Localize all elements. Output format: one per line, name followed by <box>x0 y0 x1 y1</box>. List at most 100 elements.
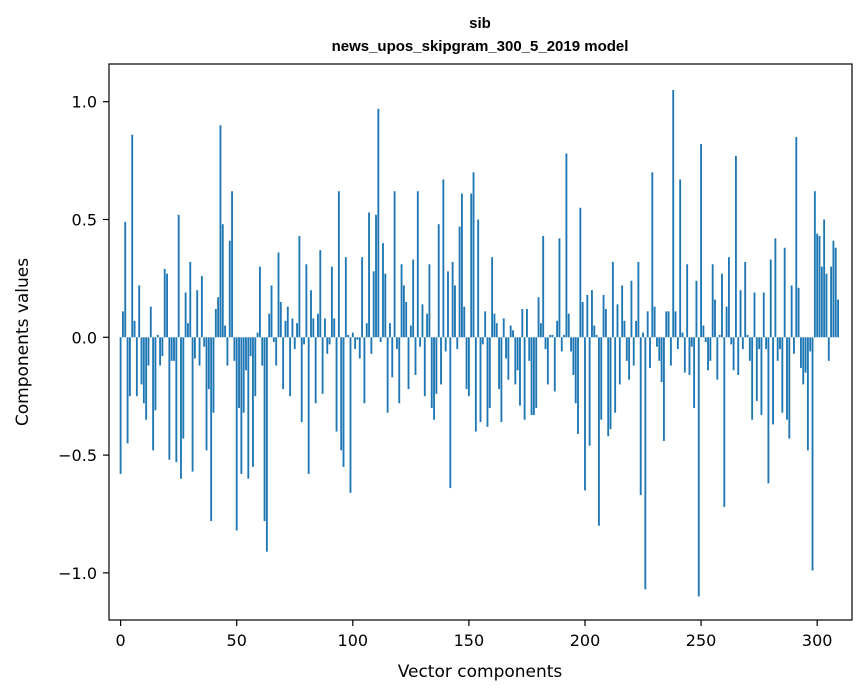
plot-frame <box>108 63 853 621</box>
bar-32 <box>193 337 196 359</box>
bar-221 <box>632 337 635 366</box>
bar-113 <box>382 243 384 338</box>
bar-173 <box>521 309 524 338</box>
bar-272 <box>751 337 754 420</box>
bar-119 <box>395 337 398 350</box>
bar-114 <box>384 273 387 338</box>
bar-295 <box>804 337 807 373</box>
bar-112 <box>379 337 382 342</box>
bar-47 <box>228 240 231 338</box>
bar-78 <box>300 337 303 423</box>
bar-241 <box>679 179 682 338</box>
bar-184 <box>546 337 549 385</box>
bar-302 <box>820 266 823 338</box>
bar-123 <box>405 301 408 338</box>
bar-6 <box>133 320 136 338</box>
bar-205 <box>595 334 598 338</box>
bar-309 <box>837 299 839 338</box>
bar-89 <box>326 337 329 354</box>
bar-93 <box>335 337 338 432</box>
bar-273 <box>753 292 756 338</box>
bar-156 <box>481 337 484 345</box>
bar-140 <box>444 337 447 352</box>
bar-50 <box>235 337 238 531</box>
bar-152 <box>472 172 475 338</box>
bar-115 <box>386 337 389 413</box>
bar-82 <box>310 290 312 338</box>
bar-238 <box>672 89 675 338</box>
bar-43 <box>219 125 222 338</box>
bar-76 <box>296 323 298 338</box>
bar-251 <box>702 325 705 338</box>
bar-116 <box>389 323 391 338</box>
bar-148 <box>463 306 466 338</box>
bar-211 <box>609 337 612 430</box>
bar-242 <box>681 332 684 338</box>
bar-9 <box>140 337 143 385</box>
bar-162 <box>495 323 498 338</box>
bar-128 <box>416 191 419 338</box>
bar-194 <box>570 337 572 352</box>
bar-208 <box>602 294 605 338</box>
bar-129 <box>419 337 422 347</box>
bar-23 <box>173 337 175 361</box>
bar-163 <box>498 337 501 390</box>
bar-212 <box>611 261 614 338</box>
x-tick-label: 100 <box>338 631 369 650</box>
bar-306 <box>830 266 833 338</box>
bar-111 <box>377 108 380 338</box>
bar-299 <box>813 191 816 338</box>
bar-196 <box>574 337 577 404</box>
bar-133 <box>428 264 431 338</box>
bar-275 <box>758 337 761 350</box>
bar-177 <box>530 337 533 416</box>
bar-118 <box>393 191 396 338</box>
bar-270 <box>746 334 749 338</box>
bar-230 <box>653 306 656 338</box>
bar-94 <box>337 191 340 338</box>
bar-245 <box>688 337 691 375</box>
bar-125 <box>409 325 412 338</box>
bar-18 <box>161 337 164 357</box>
bar-62 <box>263 337 266 522</box>
bar-107 <box>368 212 370 338</box>
bar-66 <box>272 337 275 342</box>
bar-278 <box>765 337 768 350</box>
bar-168 <box>509 325 512 338</box>
bar-90 <box>328 337 331 345</box>
bar-56 <box>249 337 252 357</box>
bar-131 <box>423 337 426 397</box>
bar-14 <box>152 337 155 451</box>
bar-214 <box>616 304 619 338</box>
bar-172 <box>519 337 521 406</box>
bar-262 <box>728 257 730 338</box>
bar-260 <box>723 337 726 507</box>
y-tick-label: −0.5 <box>58 446 97 465</box>
bar-203 <box>591 290 593 338</box>
bar-73 <box>289 337 292 397</box>
bar-153 <box>474 337 477 432</box>
bar-258 <box>718 334 721 338</box>
bar-155 <box>479 337 482 423</box>
bar-256 <box>714 299 716 338</box>
bar-235 <box>665 311 668 338</box>
bar-79 <box>303 337 305 345</box>
bar-187 <box>553 337 556 392</box>
bar-40 <box>212 337 215 413</box>
bar-28 <box>184 292 187 338</box>
bar-127 <box>414 337 417 375</box>
bar-294 <box>802 337 805 385</box>
bar-104 <box>361 257 364 338</box>
bar-169 <box>512 330 514 338</box>
bar-269 <box>744 261 747 338</box>
bar-8 <box>138 285 141 338</box>
bar-181 <box>539 323 542 338</box>
bar-7 <box>135 337 138 397</box>
bar-222 <box>635 320 637 338</box>
bar-307 <box>832 240 835 338</box>
bar-108 <box>370 337 373 354</box>
bar-132 <box>426 313 429 338</box>
bar-17 <box>159 337 162 366</box>
bar-120 <box>398 337 401 404</box>
